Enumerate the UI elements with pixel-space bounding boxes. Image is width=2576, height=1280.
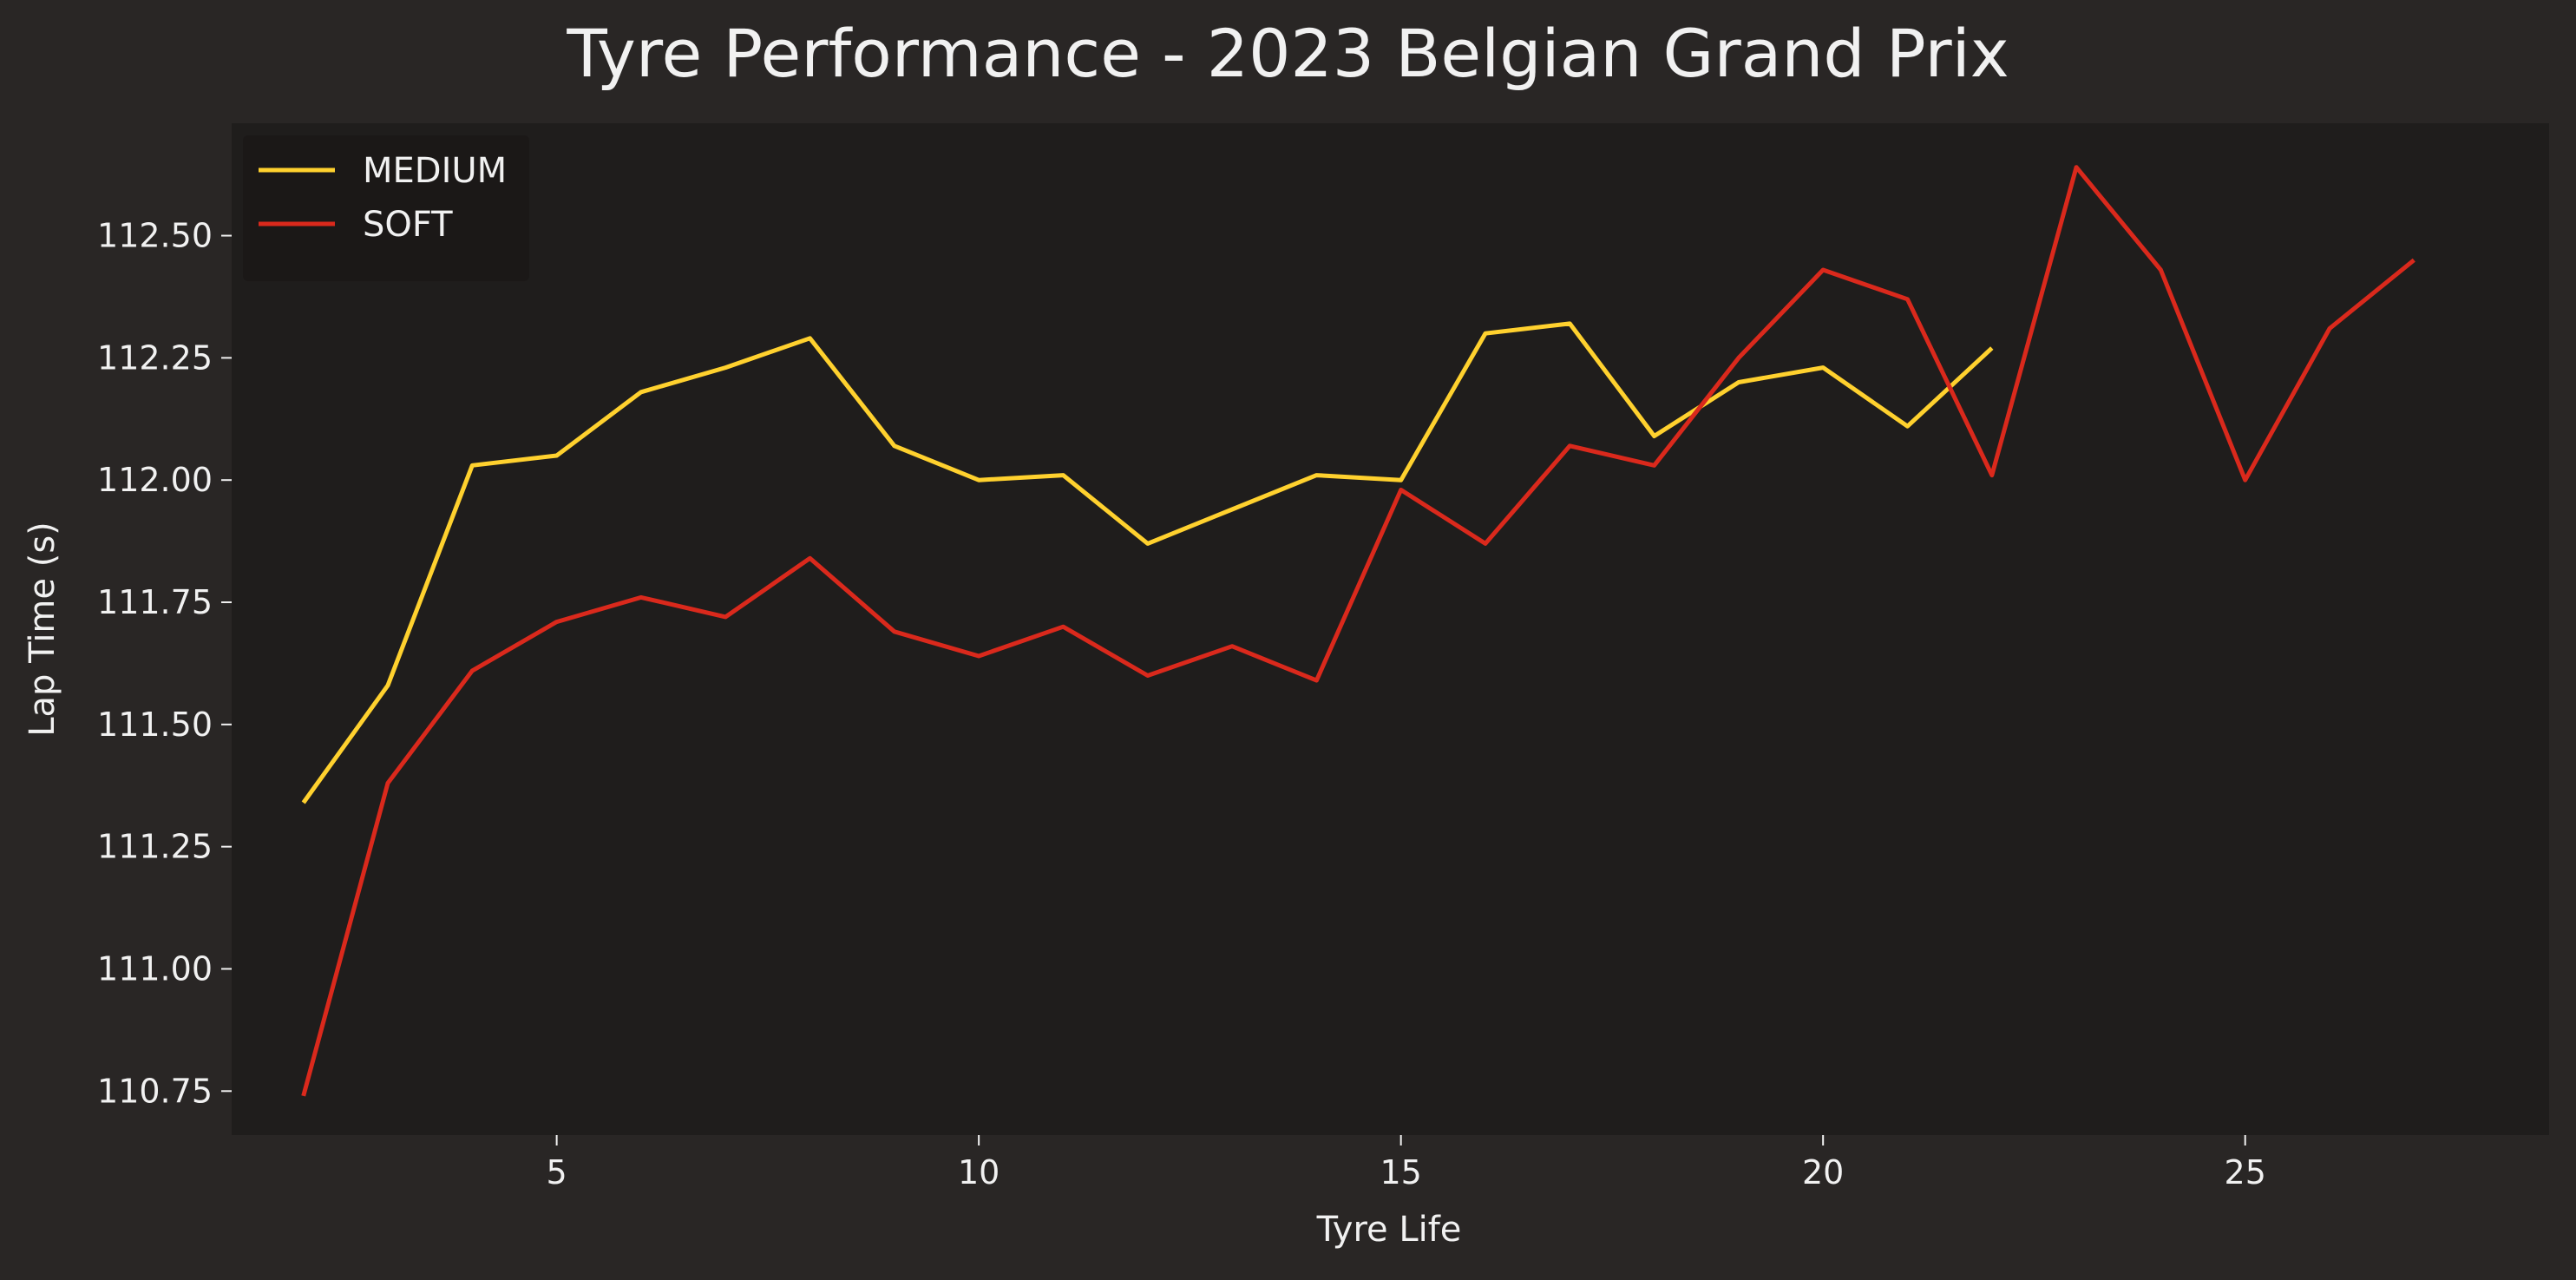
legend: MEDIUM SOFT: [243, 135, 529, 281]
y-tick-label: 111.00: [97, 949, 213, 988]
x-tick-label: 10: [958, 1153, 1000, 1191]
x-axis: 5 10 15 20 25: [547, 1135, 2266, 1191]
y-axis-title: Lap Time (s): [23, 522, 62, 737]
series-line-medium: [301, 321, 1994, 804]
x-tick-label: 15: [1380, 1153, 1421, 1191]
y-tick-label: 112.00: [97, 461, 213, 499]
x-axis-title: Tyre Life: [1316, 1210, 1462, 1250]
y-tick-label: 111.25: [97, 828, 213, 866]
y-tick-label: 111.50: [97, 706, 213, 744]
y-tick-label: 112.25: [97, 338, 213, 377]
plot-area: [232, 123, 2549, 1135]
legend-label-soft: SOFT: [363, 205, 453, 245]
legend-label-medium: MEDIUM: [363, 151, 507, 191]
x-tick-label: 20: [1802, 1153, 1844, 1191]
y-tick-label: 110.75: [97, 1072, 213, 1110]
y-tick-label: 111.75: [97, 583, 213, 621]
x-tick-label: 25: [2225, 1153, 2266, 1191]
chart-title: Tyre Performance - 2023 Belgian Grand Pr…: [566, 15, 2009, 92]
y-axis: 110.75 111.00 111.25 111.50 111.75 112.00 112.…: [97, 217, 232, 1110]
series-line-soft: [301, 165, 2415, 1097]
y-tick-label: 112.50: [97, 217, 213, 255]
x-tick-label: 5: [547, 1153, 567, 1191]
series-lines: [301, 165, 2415, 1097]
